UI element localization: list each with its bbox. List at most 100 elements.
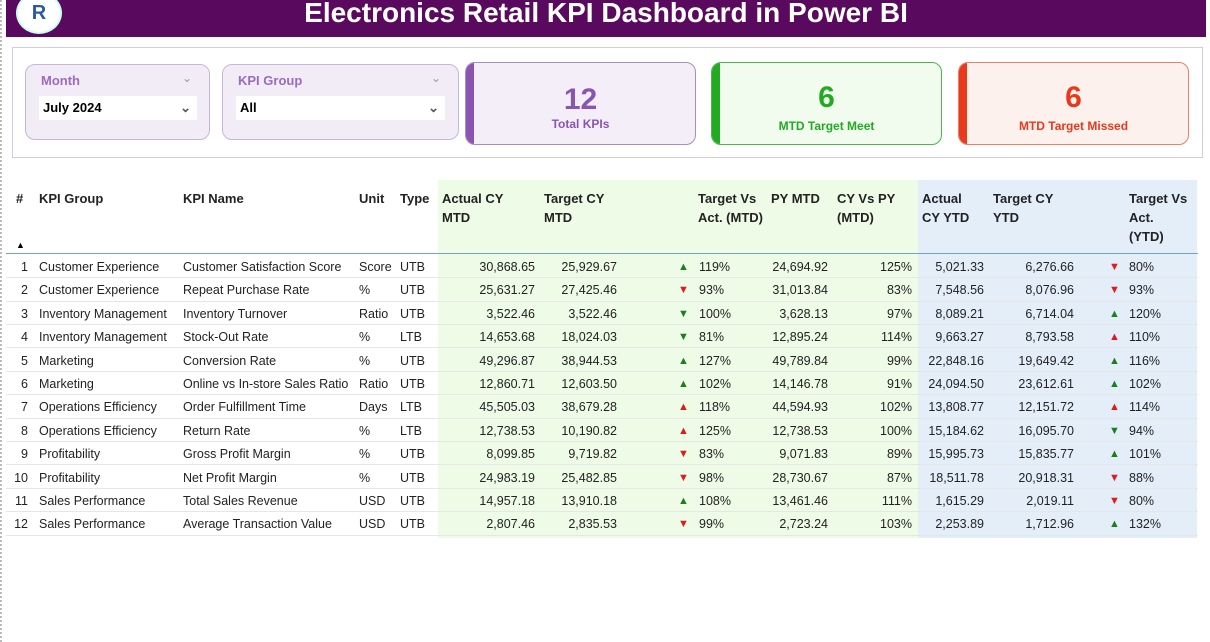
table-row[interactable]: 7 Operations Efficiency Order Fulfillment …: [6, 395, 1198, 419]
table-row[interactable]: 4 Inventory Management Stock-Out Rate% LTB 1…: [6, 325, 1198, 349]
py-mtd-cell: 14,146.78: [772, 377, 828, 391]
table-row[interactable]: 8 Operations Efficiency Return Rate% LTB 12,…: [6, 419, 1198, 443]
header-py-mtd[interactable]: PY MTD: [771, 191, 820, 206]
unit-cell: %: [359, 423, 371, 438]
kpi-group-cell: Operations Efficiency: [39, 400, 157, 415]
card-value: 12: [563, 83, 598, 116]
triangle-up-icon: ▲: [678, 424, 689, 437]
header-num[interactable]: #: [16, 191, 24, 206]
kpi-group-dropdown[interactable]: All ⌄: [236, 96, 445, 120]
target-vs-act-mtd-cell: 127%: [699, 353, 731, 368]
header-type[interactable]: Type: [400, 191, 430, 206]
header-cy-vs-py-mtd[interactable]: CY Vs PY (MTD): [837, 191, 896, 225]
triangle-up-icon: ▲: [678, 401, 689, 414]
type-cell: UTB: [400, 306, 425, 321]
kpi-name-cell: Gross Profit Margin: [183, 447, 291, 462]
target-cy-ytd-cell: 23,612.61: [1018, 377, 1074, 391]
target-vs-act-mtd-cell: 100%: [699, 306, 731, 321]
target-vs-act-mtd-cell: 99%: [699, 517, 725, 532]
py-mtd-cell: 31,013.84: [772, 283, 828, 298]
row-number: 7: [21, 400, 28, 415]
target-cy-ytd-cell: 1,712.96: [1025, 517, 1074, 532]
row-number: 12: [14, 517, 28, 532]
triangle-up-icon: ▲: [1109, 518, 1120, 531]
chevron-down-icon[interactable]: ⌄: [182, 71, 193, 85]
py-mtd-cell: 12,738.53: [772, 423, 828, 438]
kpi-name-cell: Average Transaction Value: [183, 517, 332, 532]
kpi-group-cell: Customer Experience: [39, 260, 160, 274]
title-bar: R Electronics Retail KPI Dashboard in Po…: [6, 0, 1206, 37]
target-vs-act-ytd-cell: 132%: [1129, 517, 1161, 532]
mtd-section-bg: [438, 180, 918, 538]
target-cy-ytd-cell: 6,276.66: [1025, 260, 1074, 274]
kpi-name-cell: Net Profit Margin: [183, 470, 277, 485]
header-kpi-group[interactable]: KPI Group: [39, 191, 104, 206]
table-row[interactable]: 3 Inventory Management Inventory Turnover R…: [6, 302, 1198, 326]
month-slicer[interactable]: Month ⌄ July 2024 ⌄: [25, 64, 210, 140]
header-target-cy-mtd[interactable]: Target CY MTD: [544, 191, 605, 225]
header-actual-cy-mtd[interactable]: Actual CY MTD: [442, 191, 504, 225]
py-mtd-cell: 3,628.13: [779, 306, 828, 321]
unit-cell: %: [359, 447, 371, 462]
actual-cy-mtd-cell: 45,505.03: [479, 400, 535, 415]
kpi-group-cell: Operations Efficiency: [39, 423, 157, 438]
month-dropdown[interactable]: July 2024 ⌄: [39, 96, 197, 120]
kpi-group-slicer[interactable]: KPI Group ⌄ All ⌄: [222, 64, 459, 140]
actual-cy-ytd-cell: 22,848.16: [928, 353, 984, 368]
header-target-vs-act-mtd[interactable]: Target Vs Act. (MTD): [698, 191, 763, 225]
target-vs-act-ytd-cell: 101%: [1129, 447, 1161, 462]
cy-vs-py-cell: 97%: [886, 306, 912, 321]
triangle-down-icon: ▼: [678, 471, 689, 484]
table-row[interactable]: 10 Profitability Net Profit Margin% UTB 24,9…: [6, 466, 1198, 489]
header-unit[interactable]: Unit: [359, 191, 385, 206]
header-target-vs-act-ytd[interactable]: Target Vs Act. (YTD): [1129, 191, 1188, 244]
kpi-group-cell: Marketing: [39, 353, 94, 368]
target-vs-act-mtd-cell: 81%: [699, 330, 725, 345]
type-cell: LTB: [400, 400, 422, 415]
py-mtd-cell: 9,071.83: [779, 447, 828, 462]
kpi-name-cell: Total Sales Revenue: [183, 494, 298, 508]
table-row[interactable]: 1 Customer Experience Customer Satisfactio…: [6, 255, 1198, 279]
chevron-down-icon[interactable]: ⌄: [431, 71, 442, 85]
kpi-group-cell: Sales Performance: [39, 494, 146, 508]
table-row[interactable]: 12 Sales Performance Average Transaction V…: [6, 512, 1198, 536]
row-number: 4: [21, 330, 28, 345]
card-value: 6: [1065, 81, 1082, 114]
sort-ascending-icon[interactable]: ▲: [16, 240, 25, 250]
slicer-label: KPI Group: [238, 73, 303, 88]
unit-cell: Ratio: [359, 306, 389, 321]
triangle-down-icon: ▼: [678, 331, 689, 344]
table-row[interactable]: 6 Marketing Online vs In-store Sales Ratio…: [6, 372, 1198, 396]
actual-cy-mtd-cell: 14,957.18: [479, 494, 535, 508]
triangle-up-icon: ▲: [1109, 307, 1120, 320]
type-cell: UTB: [400, 353, 425, 368]
table-row[interactable]: 5 Marketing Conversion Rate% UTB 49,296.87 38…: [6, 349, 1198, 372]
actual-cy-mtd-cell: 2,807.46: [486, 517, 535, 532]
target-vs-act-mtd-cell: 102%: [699, 377, 731, 391]
table-row[interactable]: 9 Profitability Gross Profit Margin% UTB 8,0…: [6, 442, 1198, 466]
header-target-cy-ytd[interactable]: Target CY YTD: [993, 191, 1054, 225]
header-kpi-name[interactable]: KPI Name: [183, 191, 244, 206]
kpi-group-cell: Inventory Management: [39, 330, 167, 345]
kpi-name-cell: Online vs In-store Sales Ratio: [183, 377, 349, 391]
table-row[interactable]: 2 Customer Experience Repeat Purchase Rate…: [6, 278, 1198, 302]
kpi-name-cell: Inventory Turnover: [183, 306, 288, 321]
header-actual-cy-ytd[interactable]: Actual CY YTD: [922, 191, 970, 225]
card-value: 6: [818, 81, 835, 114]
target-cy-ytd-cell: 19,649.42: [1018, 353, 1074, 368]
table-row[interactable]: 11 Sales Performance Total Sales Revenue US…: [6, 489, 1198, 513]
py-mtd-cell: 28,730.67: [772, 470, 828, 485]
target-cy-mtd-cell: 25,929.67: [561, 260, 617, 274]
unit-cell: USD: [359, 494, 386, 508]
target-cy-mtd-cell: 2,835.53: [568, 517, 617, 532]
type-cell: UTB: [400, 260, 425, 274]
target-vs-act-ytd-cell: 120%: [1129, 306, 1161, 321]
row-number: 1: [21, 260, 28, 274]
triangle-down-icon: ▼: [1109, 261, 1120, 273]
triangle-up-icon: ▲: [678, 261, 689, 273]
target-cy-mtd-cell: 18,024.03: [561, 330, 617, 345]
row-number: 10: [14, 470, 28, 485]
target-cy-ytd-cell: 8,076.96: [1025, 283, 1074, 298]
target-cy-mtd-cell: 38,679.28: [561, 400, 617, 415]
logo-icon: R: [16, 0, 62, 34]
